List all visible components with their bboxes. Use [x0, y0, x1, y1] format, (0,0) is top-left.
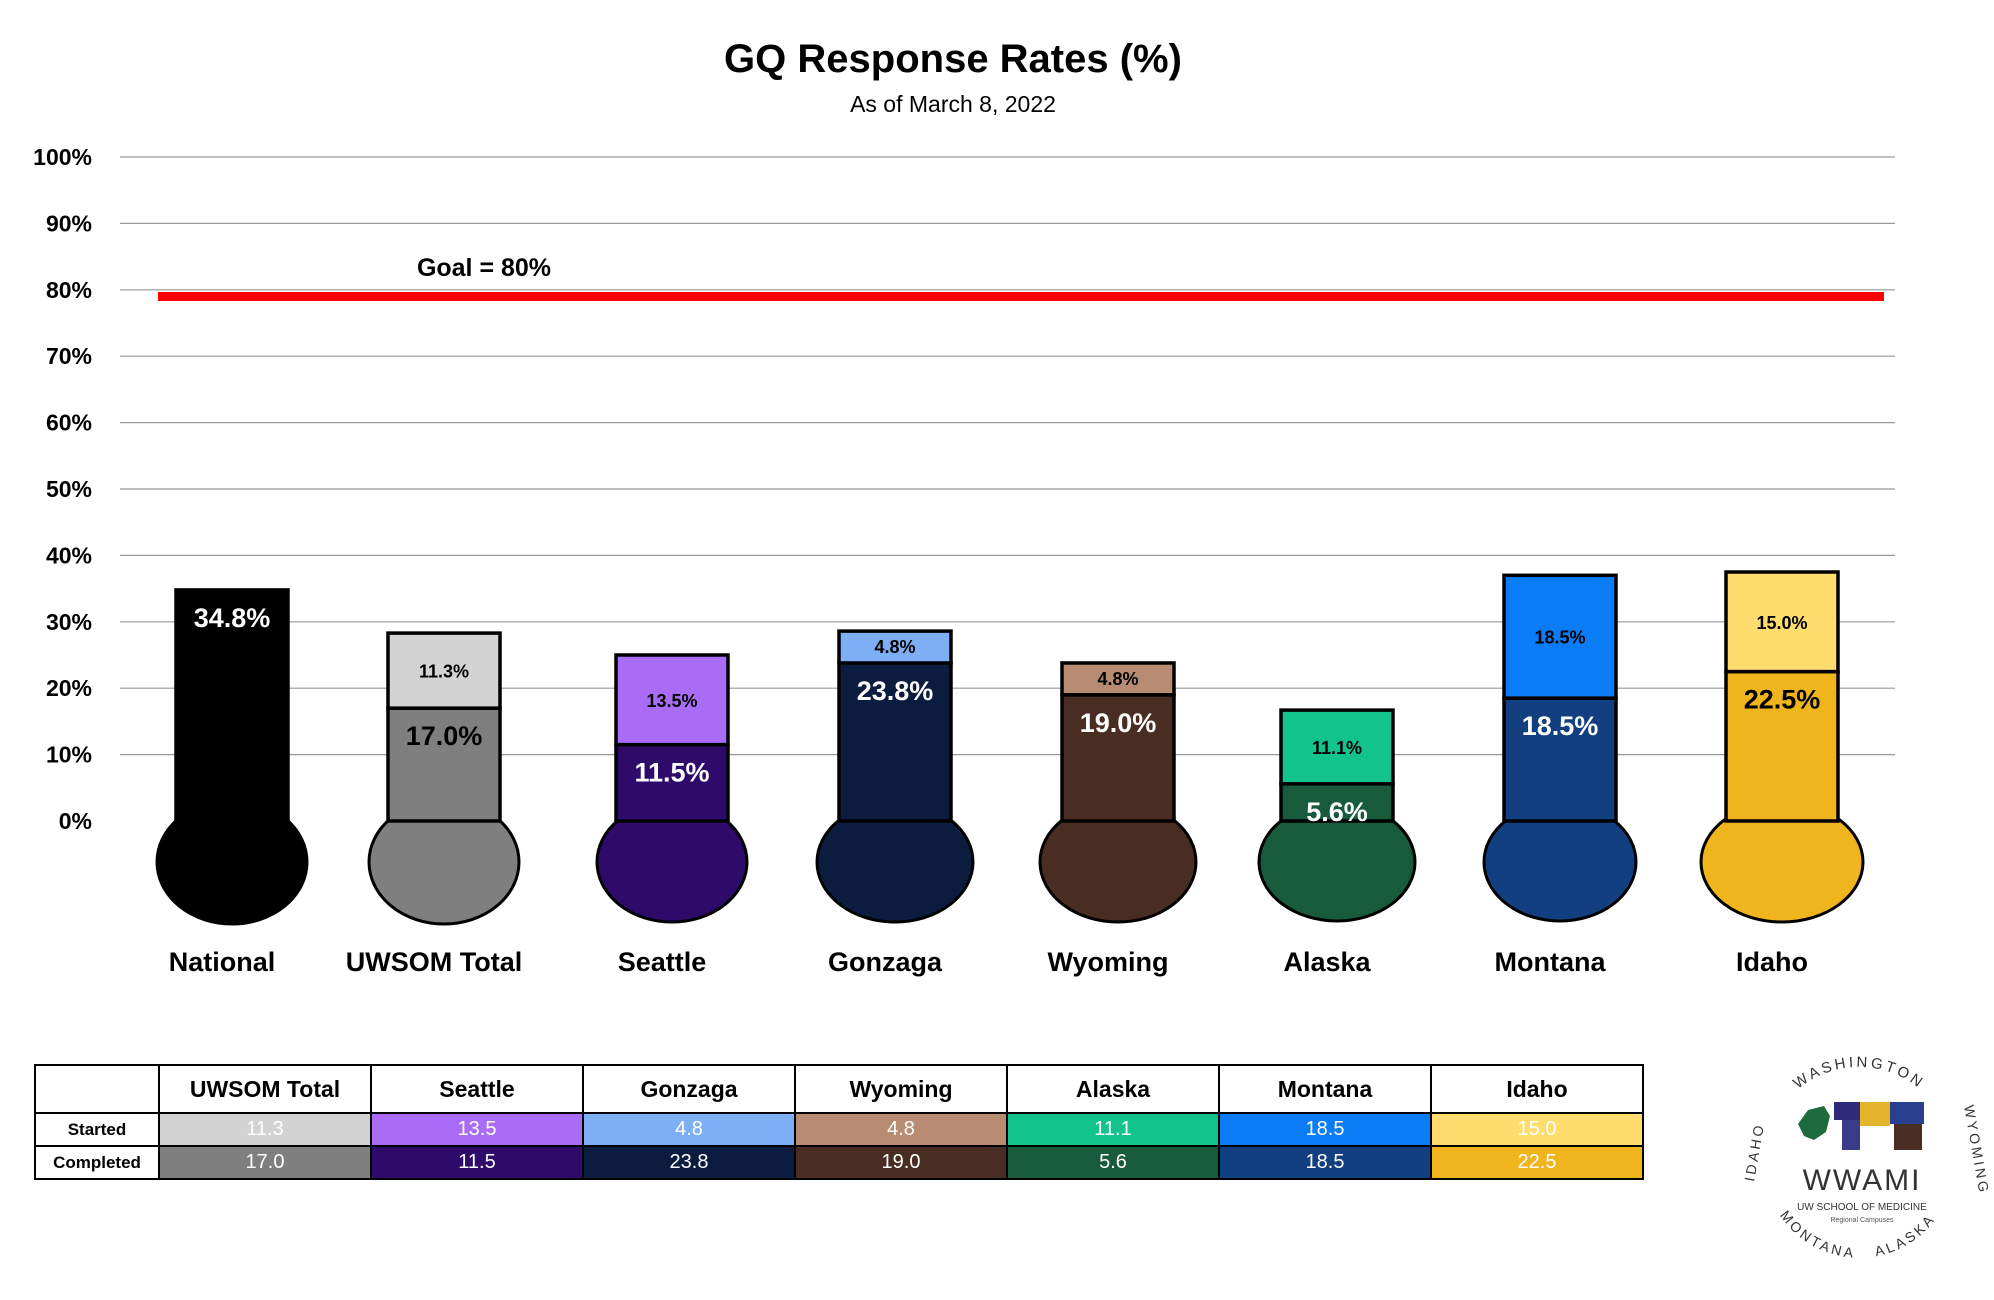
started-data-label: 18.5% [1534, 628, 1585, 648]
table-cell: 19.0 [794, 1145, 1008, 1180]
table-row-completed: Completed 17.0 11.5 23.8 19.0 5.6 18.5 2… [34, 1145, 1644, 1180]
goal-label: Goal = 80% [417, 254, 551, 282]
started-data-label: 4.8% [874, 637, 915, 657]
states-map-icon [1798, 1102, 1924, 1150]
table-header: Gonzaga [582, 1064, 796, 1114]
wwami-logo: WASHINGTON IDAHO WYOMING MONTANA ALASKA … [1741, 1054, 1990, 1261]
table-cell: 11.3 [158, 1112, 372, 1147]
bar-completed [174, 588, 290, 823]
bar-group: 18.5% 18.5% Montana [1482, 573, 1638, 977]
bar-group: 13.5% 11.5% Seattle [595, 653, 749, 977]
bar-started [1060, 661, 1176, 697]
y-tick-label: 30% [46, 609, 92, 635]
table-corner [34, 1064, 160, 1114]
bar-group: 11.3% 17.0% UWSOM Total [346, 631, 522, 977]
bar-completed [837, 661, 953, 823]
bar-started [614, 653, 730, 747]
y-tick-label: 10% [46, 742, 92, 768]
started-data-label: 13.5% [646, 691, 697, 711]
goal-group: Goal = 80% [158, 254, 1884, 301]
completed-data-label: 34.8% [194, 603, 271, 633]
completed-data-label: 23.8% [857, 676, 934, 706]
category-label: Seattle [618, 947, 707, 977]
y-tick-label: 90% [46, 210, 92, 236]
table-header: Alaska [1006, 1064, 1220, 1114]
y-tick-label: 20% [46, 675, 92, 701]
category-label: UWSOM Total [346, 947, 522, 977]
y-tick-label: 80% [46, 277, 92, 303]
table-cell: 5.6 [1006, 1145, 1220, 1180]
table-header: UWSOM Total [158, 1064, 372, 1114]
started-data-label: 15.0% [1756, 613, 1807, 633]
table-cell: 22.5 [1430, 1145, 1644, 1180]
bar-started [1502, 573, 1618, 700]
started-data-label: 11.3% [419, 662, 469, 682]
y-tick-label: 40% [46, 542, 92, 568]
logo-line1: UW SCHOOL OF MEDICINE [1797, 1202, 1927, 1213]
logo-line2: Regional Campuses [1830, 1217, 1894, 1224]
bar-completed [614, 742, 730, 823]
category-label: Alaska [1283, 947, 1371, 977]
table-cell: 23.8 [582, 1145, 796, 1180]
category-label: Wyoming [1048, 947, 1169, 977]
bar-started [1724, 570, 1840, 674]
completed-data-label: 11.5% [634, 758, 709, 788]
started-data-label: 4.8% [1097, 669, 1138, 689]
table-header-row: UWSOM Total Seattle Gonzaga Wyoming Alas… [34, 1064, 1644, 1114]
y-tick-label: 70% [46, 343, 92, 369]
bar-completed [1724, 669, 1840, 823]
table-cell: 13.5 [370, 1112, 584, 1147]
table-cell: 15.0 [1430, 1112, 1644, 1147]
bar-started [1279, 708, 1395, 786]
chart-subtitle: As of March 8, 2022 [850, 91, 1056, 117]
row-label: Started [34, 1112, 160, 1147]
table-cell: 11.1 [1006, 1112, 1220, 1147]
table-cell: 18.5 [1218, 1145, 1432, 1180]
table-cell: 11.5 [370, 1145, 584, 1180]
logo-ring-wyoming: WYOMING [1961, 1104, 1990, 1196]
logo-ring-montana: MONTANA [1777, 1207, 1857, 1261]
category-label: National [169, 947, 276, 977]
bar-group: 4.8% 23.8% Gonzaga [815, 629, 975, 977]
bar-group: 15.0% 22.5% Idaho [1699, 570, 1865, 977]
bar-started [386, 631, 502, 710]
table-header: Montana [1218, 1064, 1432, 1114]
table-header: Seattle [370, 1064, 584, 1114]
y-axis: 0% 10% 20% 30% 40% 50% 60% 70% 80% 90% 100% [33, 144, 1895, 834]
logo-ring-washington: WASHINGTON [1790, 1054, 1928, 1092]
bar-started [837, 629, 953, 665]
y-tick-label: 50% [46, 476, 92, 502]
table-cell: 4.8 [794, 1112, 1008, 1147]
completed-data-label: 5.6% [1306, 797, 1368, 827]
category-label: Montana [1495, 947, 1607, 977]
logo-wordmark: WWAMI [1803, 1164, 1922, 1197]
chart-title: GQ Response Rates (%) [724, 37, 1182, 81]
table-cell: 4.8 [582, 1112, 796, 1147]
category-label: Gonzaga [828, 947, 943, 977]
completed-data-label: 19.0% [1080, 708, 1157, 738]
table-cell: 18.5 [1218, 1112, 1432, 1147]
category-label: Idaho [1736, 947, 1808, 977]
started-data-label: 11.1% [1312, 738, 1362, 758]
row-label: Completed [34, 1145, 160, 1180]
y-tick-label: 100% [33, 144, 92, 170]
table-header: Idaho [1430, 1064, 1644, 1114]
bar-group: 4.8% 19.0% Wyoming [1038, 661, 1198, 977]
table-header: Wyoming [794, 1064, 1008, 1114]
completed-data-label: 22.5% [1744, 685, 1821, 715]
logo-ring-idaho: IDAHO [1741, 1121, 1767, 1182]
completed-data-label: 18.5% [1522, 711, 1599, 741]
completed-data-label: 17.0% [406, 721, 483, 751]
y-tick-label: 60% [46, 410, 92, 436]
data-table: UWSOM Total Seattle Gonzaga Wyoming Alas… [34, 1064, 1644, 1180]
y-tick-label: 0% [59, 808, 92, 834]
table-row-started: Started 11.3 13.5 4.8 4.8 11.1 18.5 15.0 [34, 1112, 1644, 1147]
bar-group: 11.1% 5.6% Alaska [1257, 708, 1417, 977]
table-cell: 17.0 [158, 1145, 372, 1180]
response-rate-chart: GQ Response Rates (%) As of March 8, 202… [33, 37, 1895, 977]
bar-completed [1279, 782, 1395, 823]
bar-group: 34.8% National [155, 588, 309, 977]
